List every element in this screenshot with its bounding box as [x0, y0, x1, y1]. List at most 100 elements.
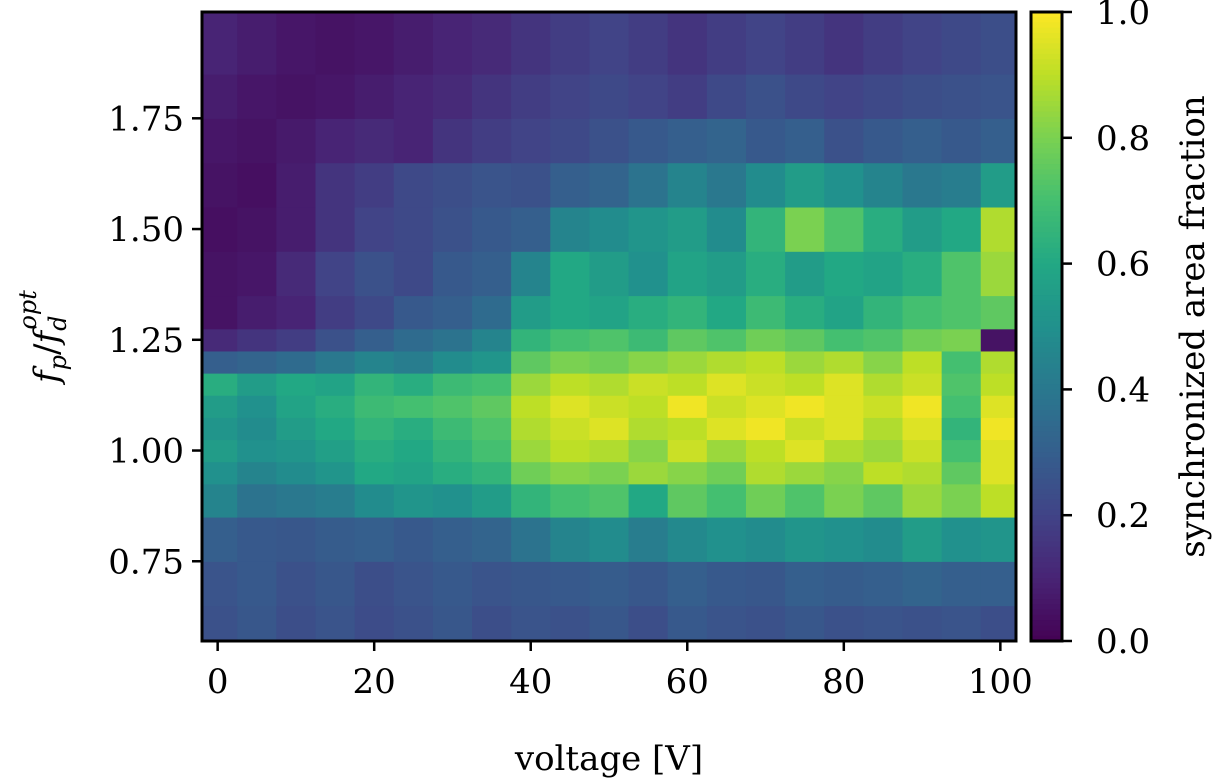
- colorbar-swatch: [1031, 468, 1062, 474]
- colorbar-swatch: [1031, 226, 1062, 233]
- heatmap-cell: [941, 439, 982, 463]
- heatmap-cell: [589, 118, 630, 164]
- heatmap-cell: [202, 118, 238, 164]
- heatmap-cell: [237, 439, 277, 463]
- heatmap-cell: [863, 328, 904, 352]
- heatmap-cell: [785, 561, 825, 607]
- heatmap-cell: [202, 516, 238, 562]
- heatmap-cell: [393, 605, 434, 642]
- colorbar-tick-label: 0.8: [1096, 119, 1150, 159]
- heatmap-cell: [980, 206, 1017, 252]
- heatmap-cell: [902, 12, 943, 75]
- heatmap-cell: [785, 328, 825, 352]
- heatmap-cell: [472, 605, 512, 642]
- colorbar-swatch: [1031, 405, 1062, 411]
- colorbar-swatch: [1031, 378, 1062, 385]
- colorbar-swatch: [1031, 184, 1062, 191]
- heatmap-cell: [980, 328, 1017, 352]
- heatmap-cell: [393, 516, 434, 562]
- colorbar-swatch: [1031, 462, 1062, 469]
- y-tick-label: 1.00: [108, 432, 184, 472]
- heatmap-cell: [472, 417, 512, 441]
- colorbar-swatch: [1031, 221, 1062, 228]
- heatmap-cell: [628, 118, 669, 164]
- heatmap-cell: [824, 417, 864, 441]
- heatmap-cell: [863, 118, 904, 164]
- heatmap-cell: [237, 483, 277, 518]
- heatmap-cell: [745, 118, 786, 164]
- heatmap-cell: [472, 12, 512, 75]
- heatmap-cell: [785, 439, 825, 463]
- heatmap-cell: [980, 605, 1017, 642]
- heatmap-cell: [315, 483, 356, 518]
- heatmap-cell: [902, 461, 943, 485]
- colorbar-swatch: [1031, 169, 1062, 176]
- heatmap-cell: [393, 350, 434, 374]
- heatmap-cell: [902, 350, 943, 374]
- colorbar-swatch: [1031, 441, 1062, 448]
- heatmap-cell: [276, 12, 317, 75]
- heatmap-cell: [472, 516, 512, 562]
- heatmap-cell: [432, 483, 473, 518]
- heatmap-cell: [824, 328, 864, 352]
- colorbar-swatch: [1031, 578, 1062, 584]
- heatmap-cell: [550, 328, 591, 352]
- colorbar-swatch: [1031, 342, 1062, 349]
- colorbar-swatch: [1031, 457, 1062, 464]
- colorbar-tick-label: 0.4: [1096, 370, 1150, 410]
- colorbar-swatch: [1031, 588, 1062, 595]
- heatmap-cell: [628, 162, 669, 208]
- colorbar-swatch: [1031, 85, 1062, 92]
- colorbar-swatch: [1031, 373, 1062, 380]
- heatmap-cell: [472, 251, 512, 297]
- heatmap-cell: [432, 373, 473, 396]
- heatmap-cell: [589, 373, 630, 396]
- heatmap-cell: [824, 373, 864, 396]
- colorbar-swatch: [1031, 289, 1062, 296]
- heatmap-cell: [393, 439, 434, 463]
- colorbar-swatch: [1031, 551, 1062, 558]
- heatmap-cell: [202, 206, 238, 252]
- heatmap-cell: [706, 118, 747, 164]
- heatmap-cell: [354, 162, 395, 208]
- heatmap-cell: [824, 162, 864, 208]
- heatmap-cell: [315, 439, 356, 463]
- y-tick-label: 1.75: [108, 99, 184, 139]
- colorbar-label: synchronized area fraction: [1173, 95, 1213, 557]
- heatmap-cell: [667, 483, 708, 518]
- heatmap-cell: [785, 295, 825, 330]
- heatmap-cell: [863, 395, 904, 418]
- colorbar-swatch: [1031, 620, 1062, 626]
- heatmap-cell: [745, 483, 786, 518]
- heatmap-cell: [432, 162, 473, 208]
- colorbar-swatch: [1031, 232, 1062, 238]
- heatmap-cell: [863, 561, 904, 607]
- heatmap-cell: [432, 417, 473, 441]
- heatmap-cell: [706, 251, 747, 297]
- heatmap-cell: [628, 417, 669, 441]
- colorbar-swatch: [1031, 483, 1062, 490]
- heatmap-cell: [432, 605, 473, 642]
- heatmap-cell: [511, 350, 551, 374]
- heatmap-cell: [902, 516, 943, 562]
- ylabel-den-sub: d: [44, 316, 72, 331]
- heatmap-cell: [393, 12, 434, 75]
- heatmap-cell: [941, 328, 982, 352]
- heatmap-cell: [667, 373, 708, 396]
- heatmap-cell: [863, 417, 904, 441]
- colorbar-swatch: [1031, 316, 1062, 322]
- heatmap-cell: [785, 417, 825, 441]
- heatmap-cell: [354, 373, 395, 396]
- heatmap-cell: [315, 417, 356, 441]
- heatmap-cell: [980, 561, 1017, 607]
- heatmap-cell: [628, 295, 669, 330]
- colorbar-swatch: [1031, 593, 1062, 600]
- heatmap-cell: [589, 162, 630, 208]
- heatmap-cell: [902, 605, 943, 642]
- heatmap-cell: [354, 417, 395, 441]
- heatmap-cell: [432, 328, 473, 352]
- colorbar-swatch: [1031, 504, 1062, 511]
- colorbar-swatch: [1031, 614, 1062, 621]
- heatmap-cell: [354, 605, 395, 642]
- colorbar-swatch: [1031, 122, 1062, 128]
